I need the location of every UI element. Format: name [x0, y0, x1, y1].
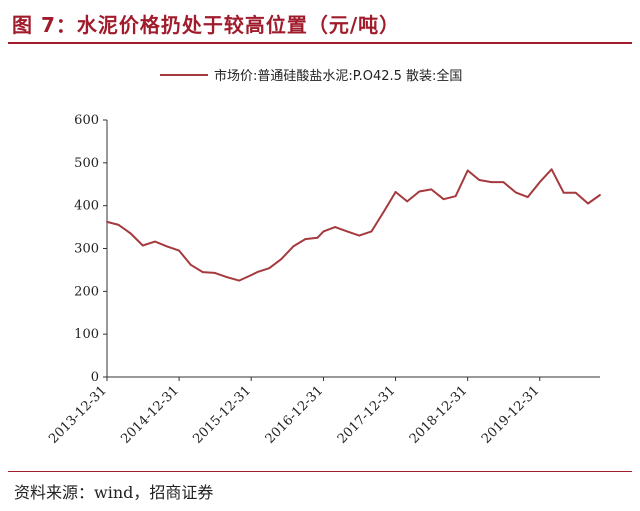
data-point: [514, 191, 517, 194]
source-rule: [8, 471, 632, 472]
data-point: [226, 276, 228, 279]
data-point: [442, 198, 445, 201]
data-point: [382, 211, 385, 213]
data-point: [490, 181, 493, 184]
data-point: [346, 230, 349, 233]
data-point: [574, 191, 577, 194]
line-chart: 市场价:普通硅酸盐水泥:P.O42.5 散装:全国 0 100 200 300 400 5…: [46, 68, 601, 447]
data-point: [394, 191, 397, 193]
x-tick-label: 2017-12-31: [335, 383, 399, 447]
y-tick-label: 400: [74, 199, 99, 214]
y-tick-label: 100: [74, 327, 99, 342]
data-point: [316, 236, 319, 239]
data-point: [213, 272, 216, 274]
data-point: [562, 191, 565, 194]
legend-label: 市场价:普通硅酸盐水泥:P.O42.5 散装:全国: [214, 68, 462, 84]
data-point: [418, 190, 421, 193]
x-tick-label: 2014-12-31: [118, 383, 182, 447]
data-point: [599, 194, 601, 196]
data-point: [189, 263, 192, 266]
data-point: [466, 169, 469, 172]
y-axis-ticks: 0 100 200 300 400 500 600: [74, 113, 107, 385]
data-point: [304, 238, 307, 240]
x-tick-label: 2016-12-31: [263, 383, 327, 447]
y-tick-label: 500: [74, 156, 99, 171]
data-point: [526, 196, 529, 199]
data-point: [256, 271, 259, 273]
data-point: [117, 224, 120, 226]
data-point: [454, 195, 457, 198]
data-point: [141, 244, 144, 247]
x-axis-ticks: 2013-12-31 2014-12-31 2015-12-31 2016-12-31…: [46, 377, 543, 447]
x-tick-label: 2013-12-31: [46, 383, 110, 447]
figure-title: 图 7：水泥价格扔处于较高位置（元/吨）: [12, 13, 401, 37]
data-point: [129, 232, 132, 235]
title-rule: [8, 42, 632, 44]
data-point: [292, 245, 295, 248]
series-group: [106, 168, 601, 282]
y-tick-label: 0: [91, 370, 99, 385]
source-note: 资料来源：wind，招商证券: [14, 483, 214, 502]
data-point: [478, 179, 481, 181]
chart-axes: [106, 120, 600, 378]
data-point: [502, 181, 505, 184]
x-tick-label: 2019-12-31: [479, 383, 543, 447]
x-tick-label: 2015-12-31: [190, 383, 254, 447]
data-point: [430, 188, 433, 191]
data-point: [358, 234, 361, 237]
data-point: [538, 181, 541, 184]
y-tick-label: 600: [74, 113, 99, 128]
y-tick-label: 200: [74, 284, 99, 299]
data-point: [250, 274, 253, 276]
data-point: [268, 267, 271, 270]
data-point: [178, 249, 180, 252]
data-point: [238, 279, 241, 282]
data-point: [406, 200, 409, 203]
data-point: [322, 230, 325, 233]
x-tick-label: 2018-12-31: [407, 383, 471, 447]
data-point: [370, 230, 373, 233]
data-point: [280, 258, 283, 261]
data-point: [166, 245, 168, 248]
data-point: [550, 168, 553, 171]
data-point: [106, 221, 108, 223]
y-tick-label: 300: [74, 242, 99, 257]
data-point: [334, 226, 337, 228]
series-line: [106, 168, 601, 282]
data-point: [587, 202, 589, 205]
data-point: [201, 271, 204, 273]
data-point: [154, 240, 156, 243]
chart-legend: 市场价:普通硅酸盐水泥:P.O42.5 散装:全国: [160, 68, 462, 84]
